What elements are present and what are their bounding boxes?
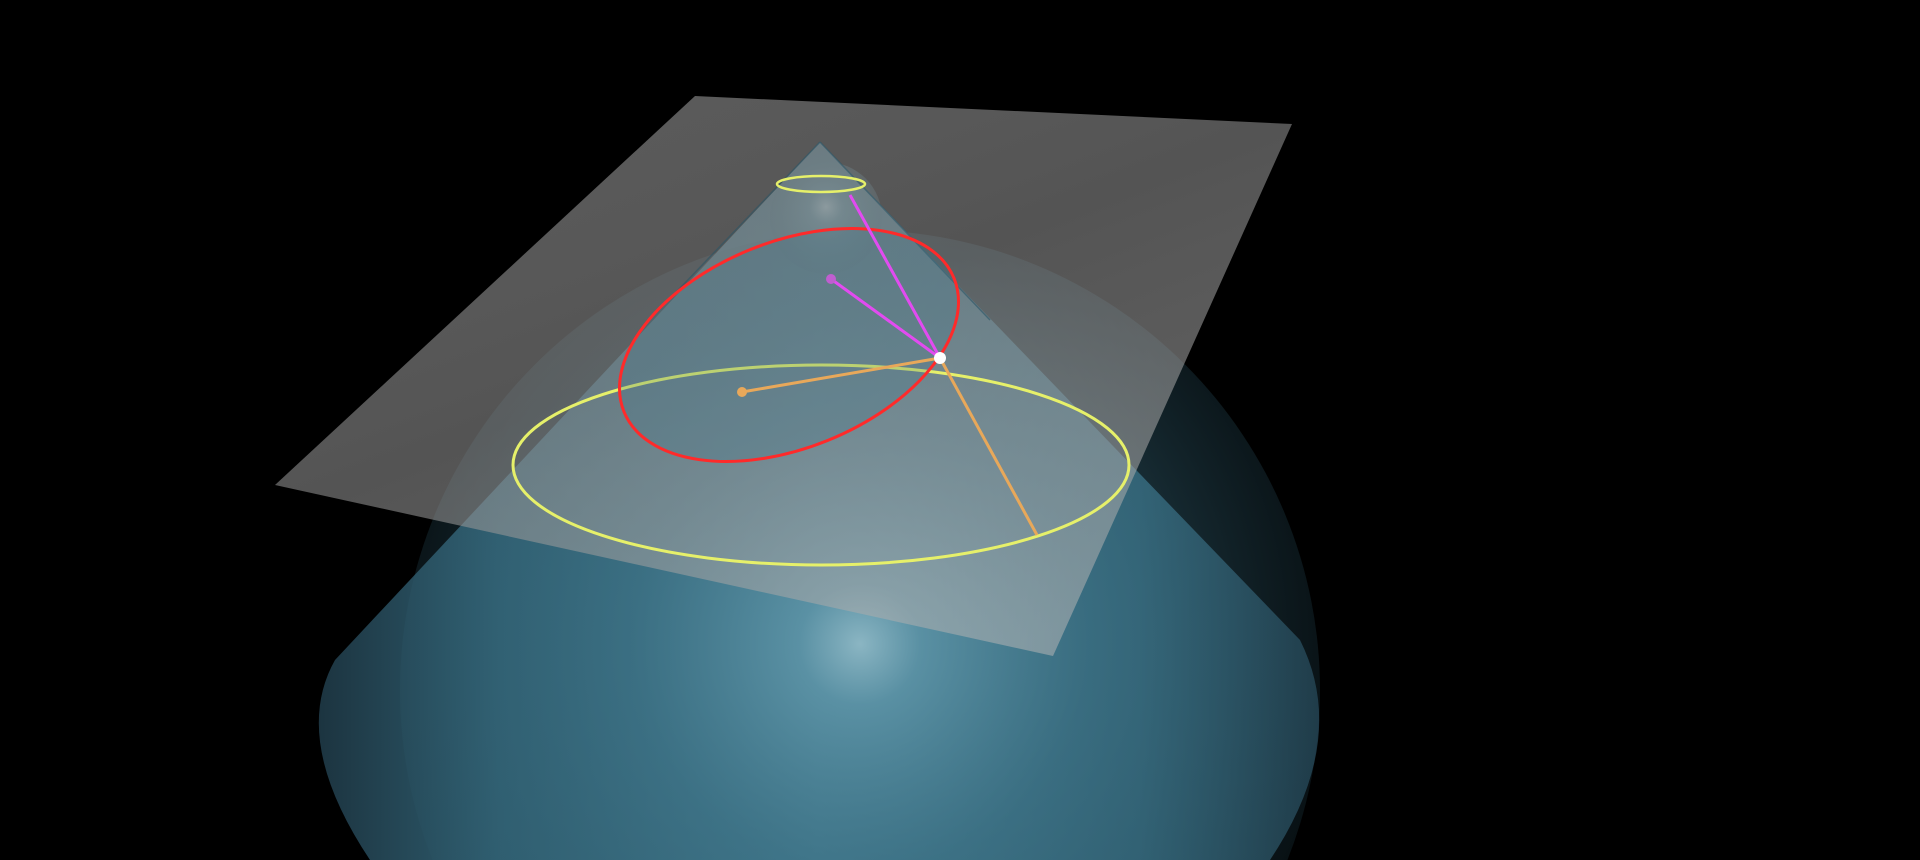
point-on-ellipse[interactable] [934, 352, 946, 364]
lower-focus [737, 387, 747, 397]
upper-focus [826, 274, 836, 284]
